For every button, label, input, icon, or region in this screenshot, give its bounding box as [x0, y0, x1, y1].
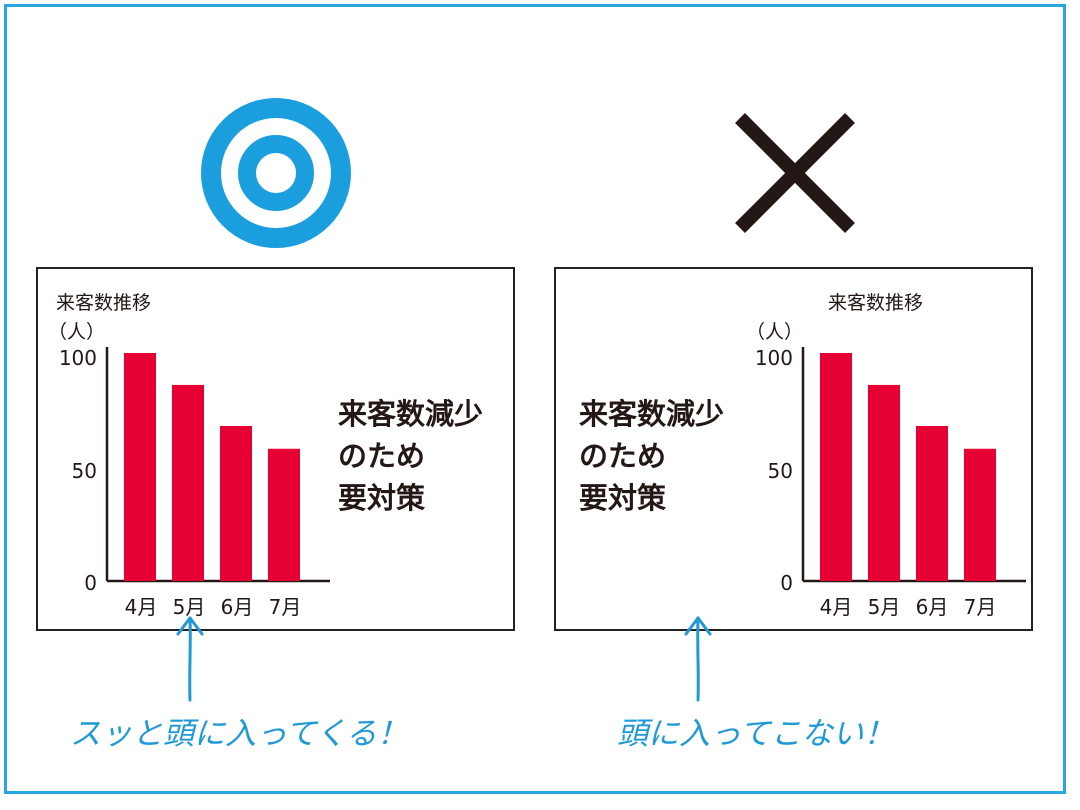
slogan-text: 来客数減少 のため 要対策 — [338, 393, 483, 519]
chart-unit-label: （人） — [48, 321, 106, 343]
bar — [820, 353, 852, 581]
slogan-line: のため — [579, 439, 667, 473]
y-tick-label: 0 — [84, 571, 97, 595]
x-category-label: 7月 — [268, 595, 302, 619]
y-tick-label: 50 — [71, 459, 97, 483]
chart-title: 来客数推移 — [828, 292, 924, 314]
bar — [268, 448, 300, 581]
bad-caption: 頭に入ってこない！ — [617, 716, 895, 752]
y-tick-label: 100 — [754, 346, 793, 370]
bar — [964, 448, 996, 581]
x-category-label: 4月 — [819, 595, 853, 619]
slogan-line: 要対策 — [338, 481, 426, 515]
bad-example-panel: 来客数減少 のため 要対策 来客数推移 （人） 100 50 0 4月 5月 6… — [554, 267, 1033, 631]
y-tick-label: 0 — [780, 571, 793, 595]
good-example-panel: 来客数推移 （人） 100 50 0 4月 5月 6月 7月 来客数減少 のため… — [36, 267, 515, 631]
x-category-label: 6月 — [220, 595, 254, 619]
bar — [220, 425, 252, 581]
up-arrow-icon — [684, 616, 712, 702]
slogan-text: 来客数減少 のため 要対策 — [579, 393, 724, 519]
slogan-line: 来客数減少 — [338, 397, 484, 431]
x-category-label: 4月 — [124, 595, 158, 619]
bar — [868, 384, 900, 581]
x-category-label: 7月 — [963, 595, 997, 619]
y-tick-label: 50 — [767, 459, 793, 483]
slogan-line: 来客数減少 — [579, 397, 725, 431]
x-category-label: 5月 — [172, 595, 206, 619]
slogan-line: 要対策 — [579, 481, 667, 515]
bar — [172, 384, 204, 581]
bar — [124, 353, 156, 581]
bar-chart — [105, 347, 330, 583]
chart-unit-label: （人） — [746, 321, 804, 343]
x-category-label: 6月 — [915, 595, 949, 619]
up-arrow-icon — [176, 616, 204, 702]
double-circle-icon — [201, 98, 351, 248]
slogan-line: のため — [338, 439, 426, 473]
chart-title: 来客数推移 — [56, 292, 152, 314]
y-tick-label: 100 — [58, 346, 97, 370]
cross-icon — [735, 113, 855, 233]
good-caption: スッと頭に入ってくる！ — [70, 716, 408, 752]
bar — [916, 425, 948, 581]
x-category-label: 5月 — [867, 595, 901, 619]
bar-chart — [801, 347, 1026, 583]
